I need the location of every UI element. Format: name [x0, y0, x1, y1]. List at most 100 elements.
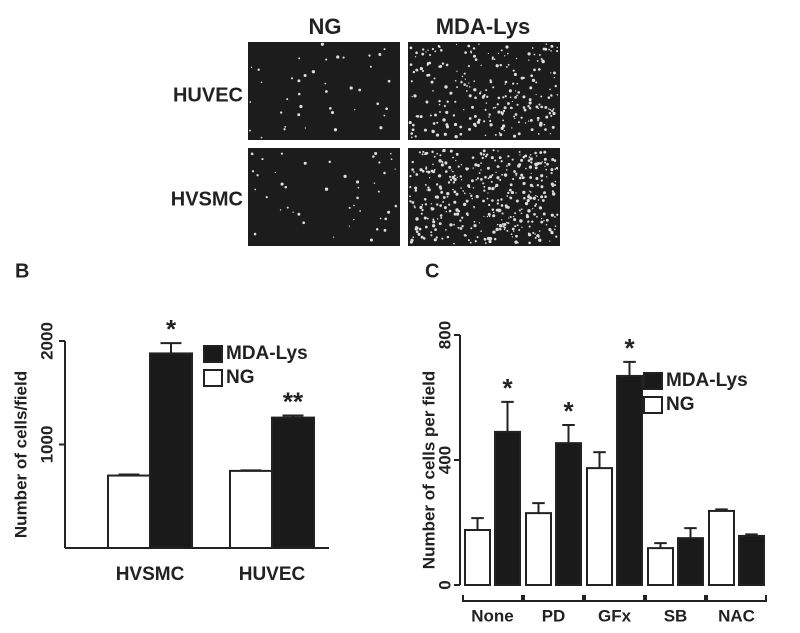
cell-dot [447, 181, 451, 184]
cell-dot [487, 192, 489, 194]
cell-dot [333, 128, 338, 132]
cell-dot [549, 108, 551, 111]
cell-dot [503, 226, 506, 229]
cell-dot [284, 185, 288, 189]
cell-dot [254, 188, 257, 191]
cell-dot [311, 70, 316, 74]
cell-dot [518, 228, 521, 231]
cell-dot [498, 224, 503, 228]
cell-dot [455, 159, 457, 162]
cell-dot [483, 94, 486, 97]
cell-dot [470, 227, 473, 230]
cell-dot [546, 162, 549, 166]
cell-dot [500, 198, 503, 201]
bar [616, 374, 643, 586]
cell-dot [535, 177, 539, 181]
cell-dot [328, 160, 331, 164]
cell-dot [435, 203, 439, 206]
bar [586, 467, 613, 586]
cell-dot [540, 105, 544, 109]
cell-dot [539, 162, 543, 165]
cell-dot [504, 204, 508, 208]
cell-dot [544, 128, 547, 131]
cell-dot [324, 82, 327, 85]
cell-dot [469, 241, 472, 244]
cell-dot [481, 156, 484, 160]
cell-dot [280, 182, 284, 186]
cell-dot [428, 53, 432, 57]
cell-dot [541, 161, 543, 163]
cell-dot [505, 45, 509, 49]
cell-dot [439, 154, 442, 157]
cell-dot [492, 211, 495, 214]
cell-dot [462, 190, 465, 192]
cell-dot [533, 68, 536, 72]
cell-dot [501, 212, 504, 215]
cell-dot [383, 228, 387, 232]
cell-dot [383, 114, 386, 117]
cell-dot [495, 183, 499, 187]
cell-dot [369, 65, 372, 68]
cell-dot [409, 186, 412, 189]
cell-dot [507, 191, 510, 195]
cell-dot [476, 236, 479, 239]
cell-dot [537, 107, 540, 110]
cell-dot [544, 165, 546, 167]
cell-dot [454, 100, 457, 103]
cell-dot [490, 156, 494, 160]
cell-dot [512, 178, 515, 181]
cell-dot [540, 174, 544, 178]
cell-dot [415, 51, 418, 55]
cell-dot [503, 223, 507, 226]
cell-dot [482, 149, 486, 153]
cell-dot [509, 96, 512, 99]
cell-dot [439, 204, 442, 207]
cell-dot [431, 224, 436, 228]
bar [525, 512, 552, 586]
cell-dot [290, 77, 294, 80]
cell-dot [421, 52, 423, 55]
cell-dot [517, 121, 521, 124]
cell-dot [297, 113, 301, 117]
cell-dot [433, 238, 437, 242]
cell-dot [409, 195, 411, 198]
cell-dot [286, 206, 289, 209]
cell-dot [499, 178, 502, 182]
cell-dot [473, 88, 477, 92]
cell-dot [433, 155, 436, 158]
cell-dot [480, 91, 482, 93]
cell-dot [540, 220, 544, 224]
cell-dot [534, 162, 538, 167]
cell-dot [480, 162, 482, 165]
cell-dot [408, 121, 412, 125]
category-bracket [462, 595, 523, 602]
cell-dot [424, 151, 428, 155]
column-label: NG [309, 14, 342, 39]
cell-dot [522, 156, 525, 158]
cell-dot [489, 123, 493, 127]
cell-dot [478, 92, 482, 95]
cell-dot [530, 191, 532, 193]
cell-dot [249, 129, 251, 132]
cell-dot [343, 174, 347, 179]
cell-dot [465, 199, 469, 203]
cell-dot [446, 195, 449, 198]
category-bracket [645, 595, 706, 602]
cell-dot [480, 178, 483, 181]
cell-dot [469, 192, 471, 195]
cell-dot [501, 219, 503, 221]
cell-dot [476, 120, 481, 124]
cell-dot [551, 157, 555, 161]
cell-dot [456, 176, 459, 178]
cell-dot [329, 107, 332, 110]
cell-dot [385, 107, 388, 111]
cell-dot [430, 203, 433, 205]
cell-dot [423, 197, 427, 201]
cell-dot [548, 108, 550, 110]
cell-dot [472, 54, 477, 58]
cell-dot [551, 125, 555, 129]
cell-dot [531, 47, 534, 49]
cell-dot [466, 85, 468, 87]
cell-dot [449, 178, 453, 181]
legend-label: MDA-Lys [666, 370, 748, 391]
